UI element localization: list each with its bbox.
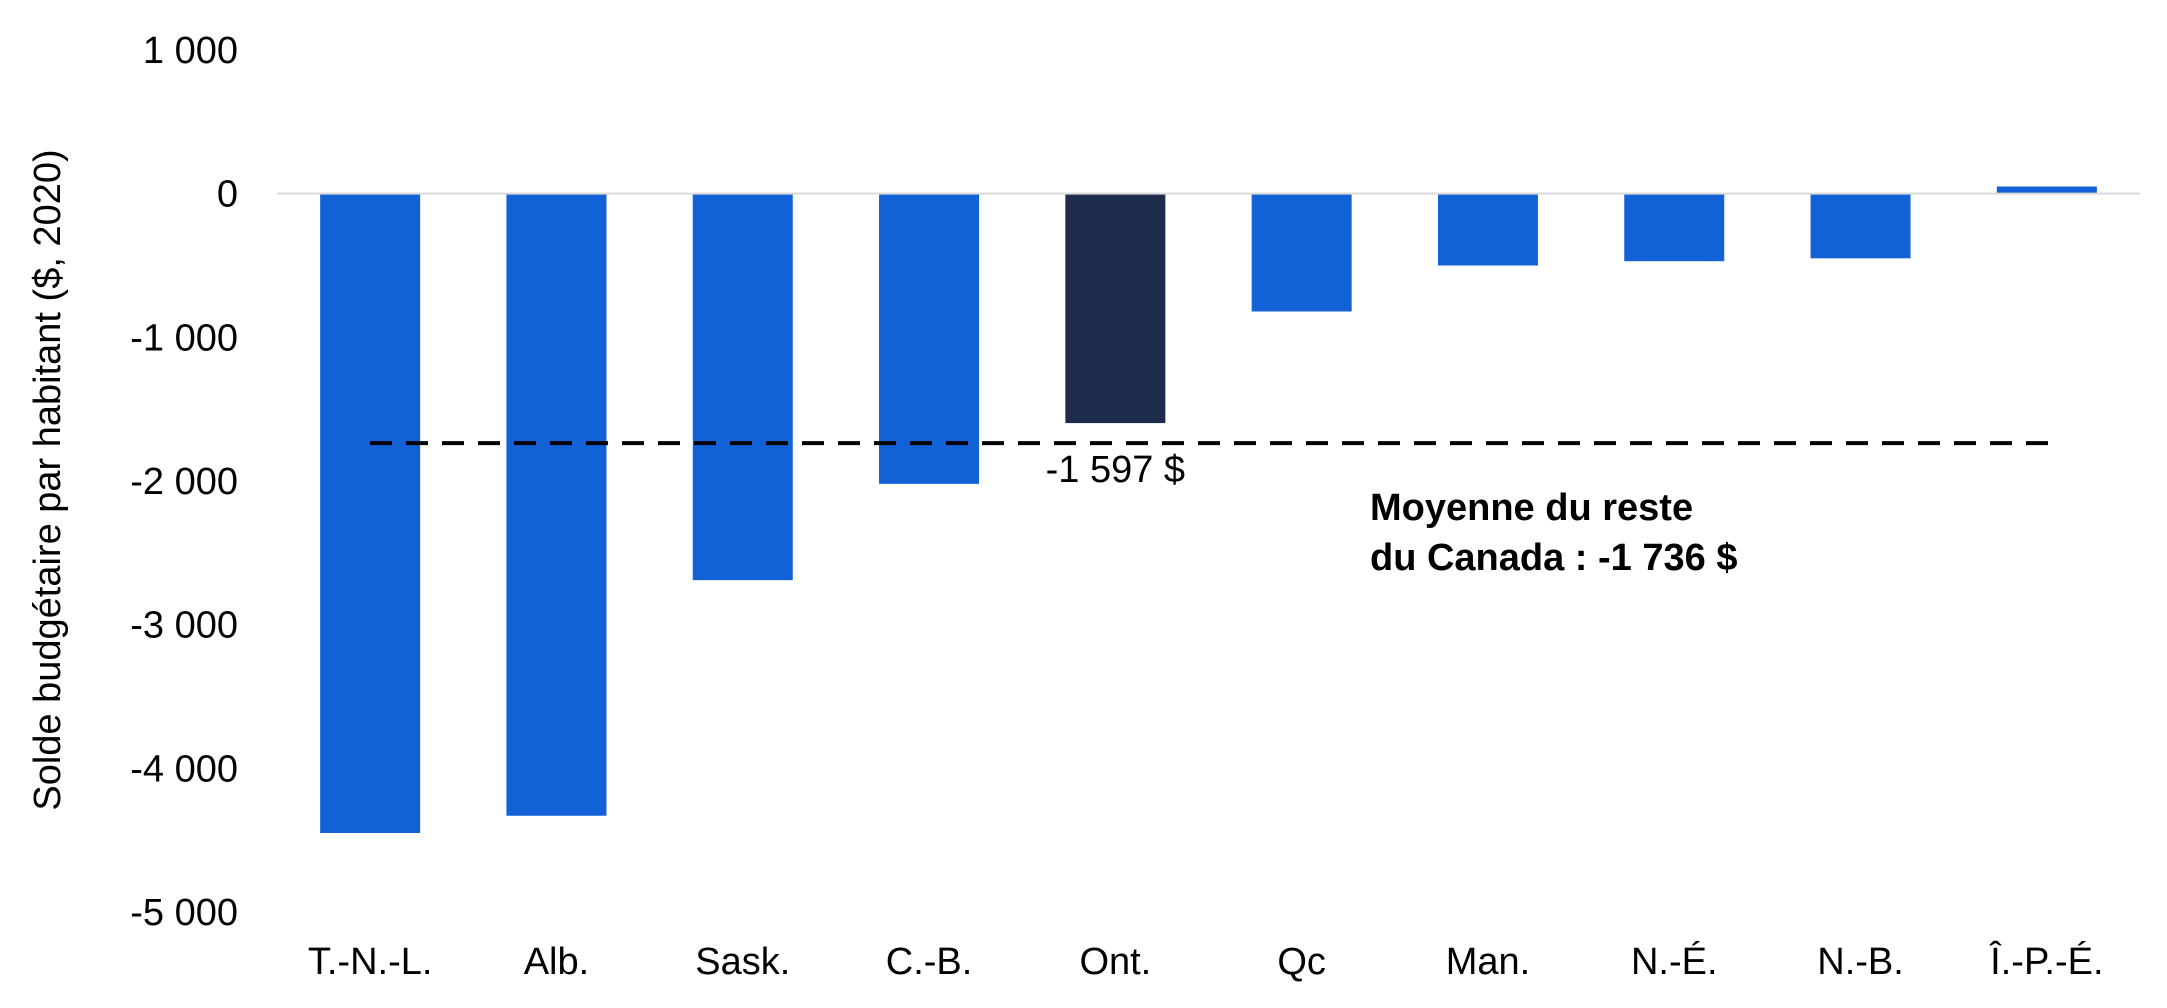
- average-label-line-1: Moyenne du reste: [1370, 487, 1693, 529]
- y-tick-label: -2 000: [130, 461, 238, 503]
- x-tick-label: Alb.: [524, 941, 589, 983]
- y-tick-label: 1 000: [143, 30, 238, 72]
- x-tick-label: Man.: [1446, 941, 1530, 983]
- bar-Ont.: [1065, 193, 1166, 424]
- bars: [320, 186, 2097, 833]
- bar-Qc: [1251, 193, 1352, 312]
- bar-N.-B.: [1810, 193, 1911, 259]
- y-axis-title: Solde budgétaire par habitant ($, 2020): [27, 149, 69, 810]
- bar-Î.-P.-É.: [1996, 186, 2097, 194]
- average-label-line-2: du Canada : -1 736 $: [1370, 537, 1737, 579]
- y-tick-label: -1 000: [130, 317, 238, 359]
- bar-Alb.: [506, 193, 607, 816]
- y-axis-ticks: 1 000 0 -1 000 -2 000 -3 000 -4 000 -5 000: [130, 30, 238, 934]
- x-tick-label: C.-B.: [886, 941, 973, 983]
- x-tick-label: Ont.: [1079, 941, 1151, 983]
- x-tick-label: T.-N.-L.: [308, 941, 433, 983]
- x-tick-label: N.-B.: [1817, 941, 1904, 983]
- bar-N.-É.: [1624, 193, 1725, 262]
- y-tick-label: -5 000: [130, 892, 238, 934]
- bar-C.-B.: [879, 193, 980, 484]
- x-tick-label: Î.-P.-É.: [1989, 940, 2103, 983]
- y-tick-label: -4 000: [130, 748, 238, 790]
- x-axis-ticks: T.-N.-L. Alb. Sask. C.-B. Ont. Qc Man. N.-É. N.-…: [308, 940, 2104, 983]
- bar-T.-N.-L.: [320, 193, 421, 833]
- y-tick-label: 0: [217, 174, 238, 216]
- y-tick-label: -3 000: [130, 605, 238, 647]
- x-tick-label: N.-É.: [1631, 940, 1718, 983]
- ontario-value-label: -1 597 $: [1046, 449, 1185, 491]
- bar-Sask.: [692, 193, 793, 581]
- bar-Man.: [1437, 193, 1538, 266]
- x-tick-label: Sask.: [695, 941, 790, 983]
- x-tick-label: Qc: [1277, 941, 1326, 983]
